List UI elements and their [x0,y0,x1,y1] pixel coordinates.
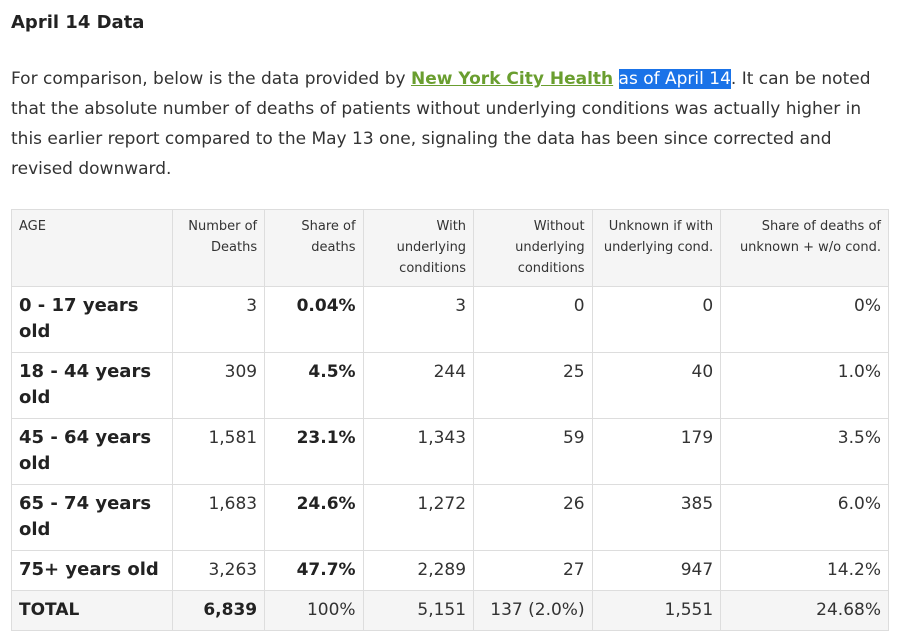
share-cell: 47.7% [264,550,364,591]
total-with-conditions-cell: 5,151 [362,590,475,631]
header-age: AGE [11,209,173,287]
unknown-cell: 179 [591,418,722,485]
with-conditions-cell: 3 [362,286,475,353]
age-group-cell: 75+ years old [11,550,173,591]
share-cell: 4.5% [264,352,364,419]
header-share-of-deaths: Share of deaths [264,209,364,287]
total-label-cell: TOTAL [11,590,173,631]
without-conditions-cell: 0 [473,286,593,353]
without-conditions-cell: 27 [473,550,593,591]
age-group-cell: 0 - 17 years old [11,286,173,353]
without-conditions-cell: 25 [473,352,593,419]
deaths-cell: 1,683 [171,484,266,551]
with-conditions-cell: 2,289 [362,550,475,591]
table-row: 0 - 17 years old 3 0.04% 3 0 0 0% [11,286,889,353]
table-row: 45 - 64 years old 1,581 23.1% 1,343 59 1… [11,418,889,485]
header-with-conditions: With underlying conditions [362,209,475,287]
intro-text-continued: . It can be noted that the absolute numb… [11,69,871,179]
intro-text: For comparison, below is the data provid… [11,69,411,89]
unknown-cell: 40 [591,352,722,419]
share-unknown-cell: 0% [720,286,889,353]
age-group-cell: 65 - 74 years old [11,484,173,551]
share-cell: 23.1% [264,418,364,485]
intro-paragraph: For comparison, below is the data provid… [11,64,896,184]
table-row: 65 - 74 years old 1,683 24.6% 1,272 26 3… [11,484,889,551]
total-deaths-cell: 6,839 [171,590,266,631]
unknown-cell: 947 [591,550,722,591]
unknown-cell: 0 [591,286,722,353]
table-row: 18 - 44 years old 309 4.5% 244 25 40 1.0… [11,352,889,419]
table-row: 75+ years old 3,263 47.7% 2,289 27 947 1… [11,550,889,591]
total-share-unknown-cell: 24.68% [720,590,889,631]
table-header-row: AGE Number of Deaths Share of deaths Wit… [11,209,889,287]
share-unknown-cell: 14.2% [720,550,889,591]
deaths-cell: 3 [171,286,266,353]
header-number-of-deaths: Number of Deaths [171,209,266,287]
deaths-cell: 1,581 [171,418,266,485]
total-share-cell: 100% [264,590,364,631]
with-conditions-cell: 1,272 [362,484,475,551]
with-conditions-cell: 244 [362,352,475,419]
deaths-cell: 3,263 [171,550,266,591]
age-group-cell: 18 - 44 years old [11,352,173,419]
nyc-health-link[interactable]: New York City Health [411,69,614,89]
unknown-cell: 385 [591,484,722,551]
section-heading: April 14 Data [11,12,145,33]
total-unknown-cell: 1,551 [591,590,722,631]
header-share-unknown-without: Share of deaths of unknown + w/o cond. [720,209,889,287]
share-cell: 24.6% [264,484,364,551]
age-group-cell: 45 - 64 years old [11,418,173,485]
share-cell: 0.04% [264,286,364,353]
deaths-cell: 309 [171,352,266,419]
without-conditions-cell: 26 [473,484,593,551]
total-without-conditions-cell: 137 (2.0%) [473,590,593,631]
share-unknown-cell: 1.0% [720,352,889,419]
with-conditions-cell: 1,343 [362,418,475,485]
header-without-conditions: Without underlying conditions [473,209,593,287]
table-total-row: TOTAL 6,839 100% 5,151 137 (2.0%) 1,551 … [11,590,889,631]
header-unknown: Unknown if with underlying cond. [591,209,722,287]
share-unknown-cell: 6.0% [720,484,889,551]
without-conditions-cell: 59 [473,418,593,485]
deaths-by-age-table: AGE Number of Deaths Share of deaths Wit… [11,209,889,631]
share-unknown-cell: 3.5% [720,418,889,485]
selected-text-highlight[interactable]: as of April 14 [618,69,731,89]
